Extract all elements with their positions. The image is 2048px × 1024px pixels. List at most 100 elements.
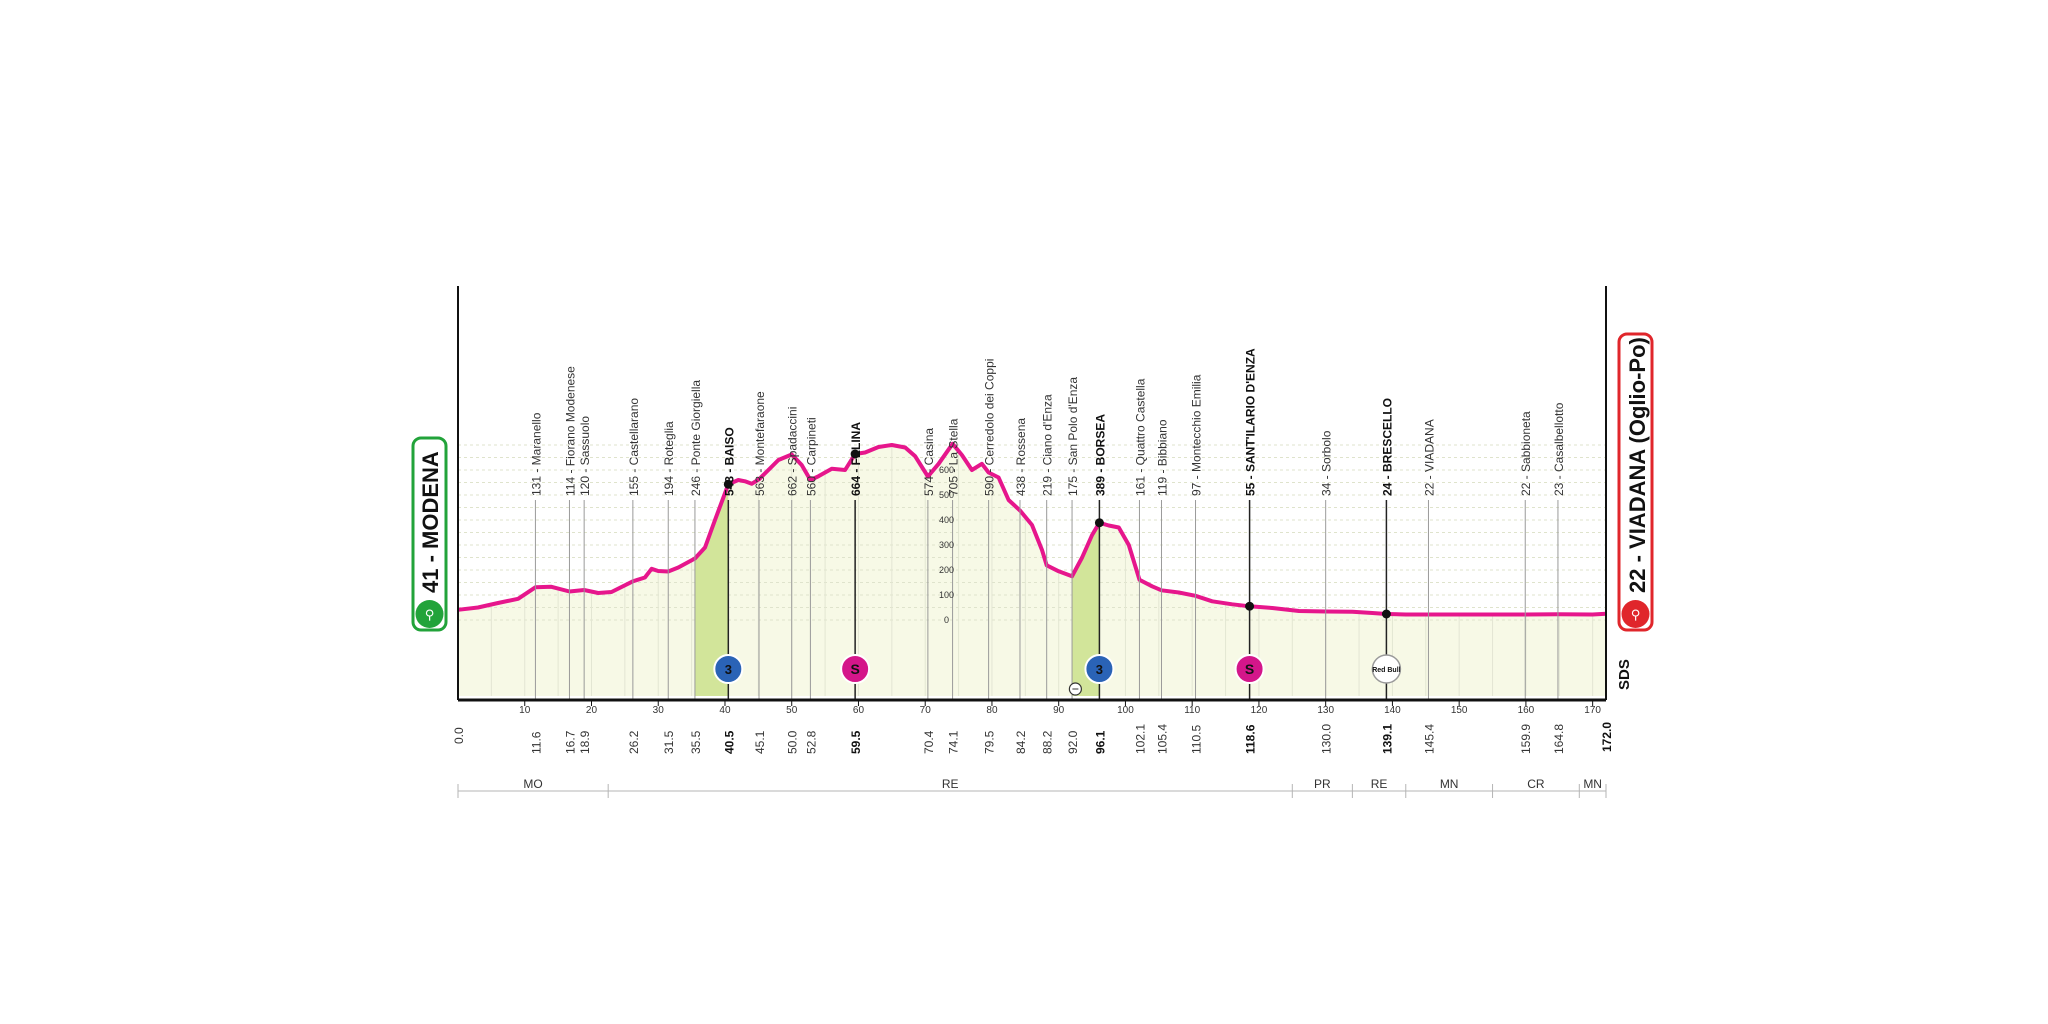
finish-box [1617, 332, 1654, 632]
waypoint-label: 662 - Spadaccini [786, 407, 800, 496]
waypoint-label: 119 - Bibbiano [1155, 419, 1169, 496]
waypoint-label: 155 - Castellarano [627, 398, 641, 496]
badges: 3 3 S S Red Bull [713, 654, 1402, 696]
waypoint-km-label: 59.5 [849, 730, 863, 754]
waypoint-label: 563 - Montefaraone [753, 391, 767, 496]
waypoint-dot [1094, 518, 1104, 528]
profile-line [457, 441, 1607, 617]
red-bull-logo-icon [1371, 654, 1402, 684]
finish-label: 22 - VIADANA (Oglio-Po) [1625, 337, 1650, 593]
km-end-label: 172.0 [1600, 722, 1614, 752]
grid-lines [457, 444, 1606, 696]
waypoint-km-label: 35.5 [689, 730, 703, 754]
waypoint-km-label: 118.6 [1244, 724, 1258, 754]
waypoint-dot [723, 479, 733, 489]
waypoint-km-label: 31.5 [662, 730, 676, 754]
province-label: CR [1527, 777, 1545, 791]
waypoint-label: 97 - Montecchio Emilia [1190, 374, 1204, 496]
waypoint-km-label: 164.8 [1552, 724, 1566, 754]
x-axis: 600 500 400 300 200 100 0 10 20 30 40 50 60 70 80 90 100… [452, 286, 1614, 754]
waypoint-label: 23 - Casalbellotto [1552, 402, 1566, 496]
waypoint-label: 55 - SANT'ILARIO D'ENZA [1244, 348, 1258, 496]
bonus-badge-label: Red Bull [1372, 667, 1400, 674]
waypoint-km-label: 74.1 [947, 730, 961, 754]
waypoint-km-label: 11.6 [529, 731, 543, 754]
waypoint-label: 705 - La Stella [947, 418, 961, 496]
y-tick-label: 300 [939, 540, 954, 550]
waypoint-dot [850, 449, 860, 459]
x-tick-label: 140 [1384, 705, 1401, 716]
waypoint-label: 161 - Quattro Castella [1133, 378, 1147, 496]
waypoint-label: 114 - Fiorano Modenese [563, 366, 577, 496]
waypoint-km-label: 16.7 [563, 730, 577, 754]
waypoint-label: 438 - Rossena [1014, 418, 1028, 496]
x-tick-label: 100 [1117, 705, 1134, 716]
waypoint-label: 131 - Maranello [529, 412, 543, 496]
waypoint-label: 194 - Roteglia [662, 421, 676, 496]
waypoint-label: 22 - Sabbioneta [1519, 411, 1533, 496]
start-bike-icon [415, 600, 444, 628]
waypoint-dot [1381, 609, 1391, 619]
finish-bike-glyph: ⚲ [1631, 608, 1641, 623]
y-tick-label: 200 [939, 565, 954, 575]
sprint-badge-label: S [1245, 661, 1254, 677]
start-label: 41 - MODENA [418, 451, 443, 593]
province-label: PR [1314, 777, 1331, 791]
waypoint-km-label: 92.0 [1066, 730, 1080, 754]
kom-category-label: 3 [725, 662, 732, 677]
province-label: RE [1371, 777, 1388, 791]
sprint-badge-icon [1234, 654, 1265, 684]
x-tick-label: 30 [653, 705, 665, 716]
start-box [411, 436, 448, 632]
waypoint-km-label: 145.4 [1422, 724, 1436, 754]
x-tick-label: 160 [1518, 705, 1535, 716]
waypoint-km-label: 110.5 [1190, 725, 1204, 754]
x-tick-label: 50 [786, 705, 798, 716]
province-label: MN [1440, 777, 1459, 791]
kom-category-label: 3 [1096, 662, 1103, 677]
waypoint-label: 175 - San Polo d'Enza [1066, 377, 1080, 496]
waypoint-label: 543 - BAISO [722, 427, 736, 496]
waypoint-km-label: 105.4 [1155, 724, 1169, 754]
province-bar: MO RE PR RE MN CR MN [457, 777, 1607, 798]
start-bike-glyph: ⚲ [425, 608, 435, 623]
x-tick-label: 70 [920, 705, 932, 716]
waypoint-km-label: 45.1 [753, 730, 767, 754]
kom-badge-icon [1084, 654, 1115, 684]
waypoint-km-label: 52.8 [804, 730, 818, 754]
x-tick-label: 150 [1451, 705, 1468, 716]
x-tick-label: 60 [853, 705, 865, 716]
waypoint-km-label: 130.0 [1320, 724, 1334, 754]
waypoint-label: 219 - Ciano d'Enza [1041, 394, 1055, 496]
waypoint-km-label: 50.0 [786, 730, 800, 754]
province-label: MO [523, 777, 542, 791]
x-tick-label: 20 [586, 705, 598, 716]
x-tick-label: 40 [719, 705, 731, 716]
km-start-label: 0.0 [452, 727, 466, 744]
waypoint-label: 560 - Carpineti [804, 417, 818, 496]
y-tick-label: 600 [939, 465, 954, 475]
waypoint-km-label: 70.4 [922, 730, 936, 754]
sprint-badge-icon [840, 654, 871, 684]
waypoint-label: 22 - VIADANA [1422, 419, 1436, 496]
waypoint-km-label: 18.9 [578, 730, 592, 754]
x-tick-label: 110 [1184, 705, 1200, 716]
profile-background [458, 443, 1606, 696]
province-label: RE [942, 777, 959, 791]
profile-fill [458, 443, 1606, 696]
waypoint-dot [1245, 601, 1255, 611]
waypoint-label: 389 - BORSEA [1093, 414, 1107, 496]
waypoint-km-label: 88.2 [1041, 730, 1055, 754]
x-tick-label: 80 [986, 705, 998, 716]
waypoint-lines [534, 449, 1559, 700]
waypoint-label: 34 - Sorbolo [1320, 430, 1334, 496]
waypoint-label: 120 - Sassuolo [578, 416, 592, 496]
waypoint-labels: 131 - Maranello 114 - Fiorano Modenese 120… [529, 348, 1566, 496]
waypoint-km-label: 26.2 [627, 730, 641, 754]
climb-area [694, 484, 729, 696]
province-label: MN [1583, 777, 1602, 791]
waypoint-label: 590 - Cerredolo dei Coppi [983, 359, 997, 496]
y-tick-label: 400 [939, 515, 954, 525]
waypoint-label: 246 - Ponte Giorgiella [689, 380, 703, 496]
